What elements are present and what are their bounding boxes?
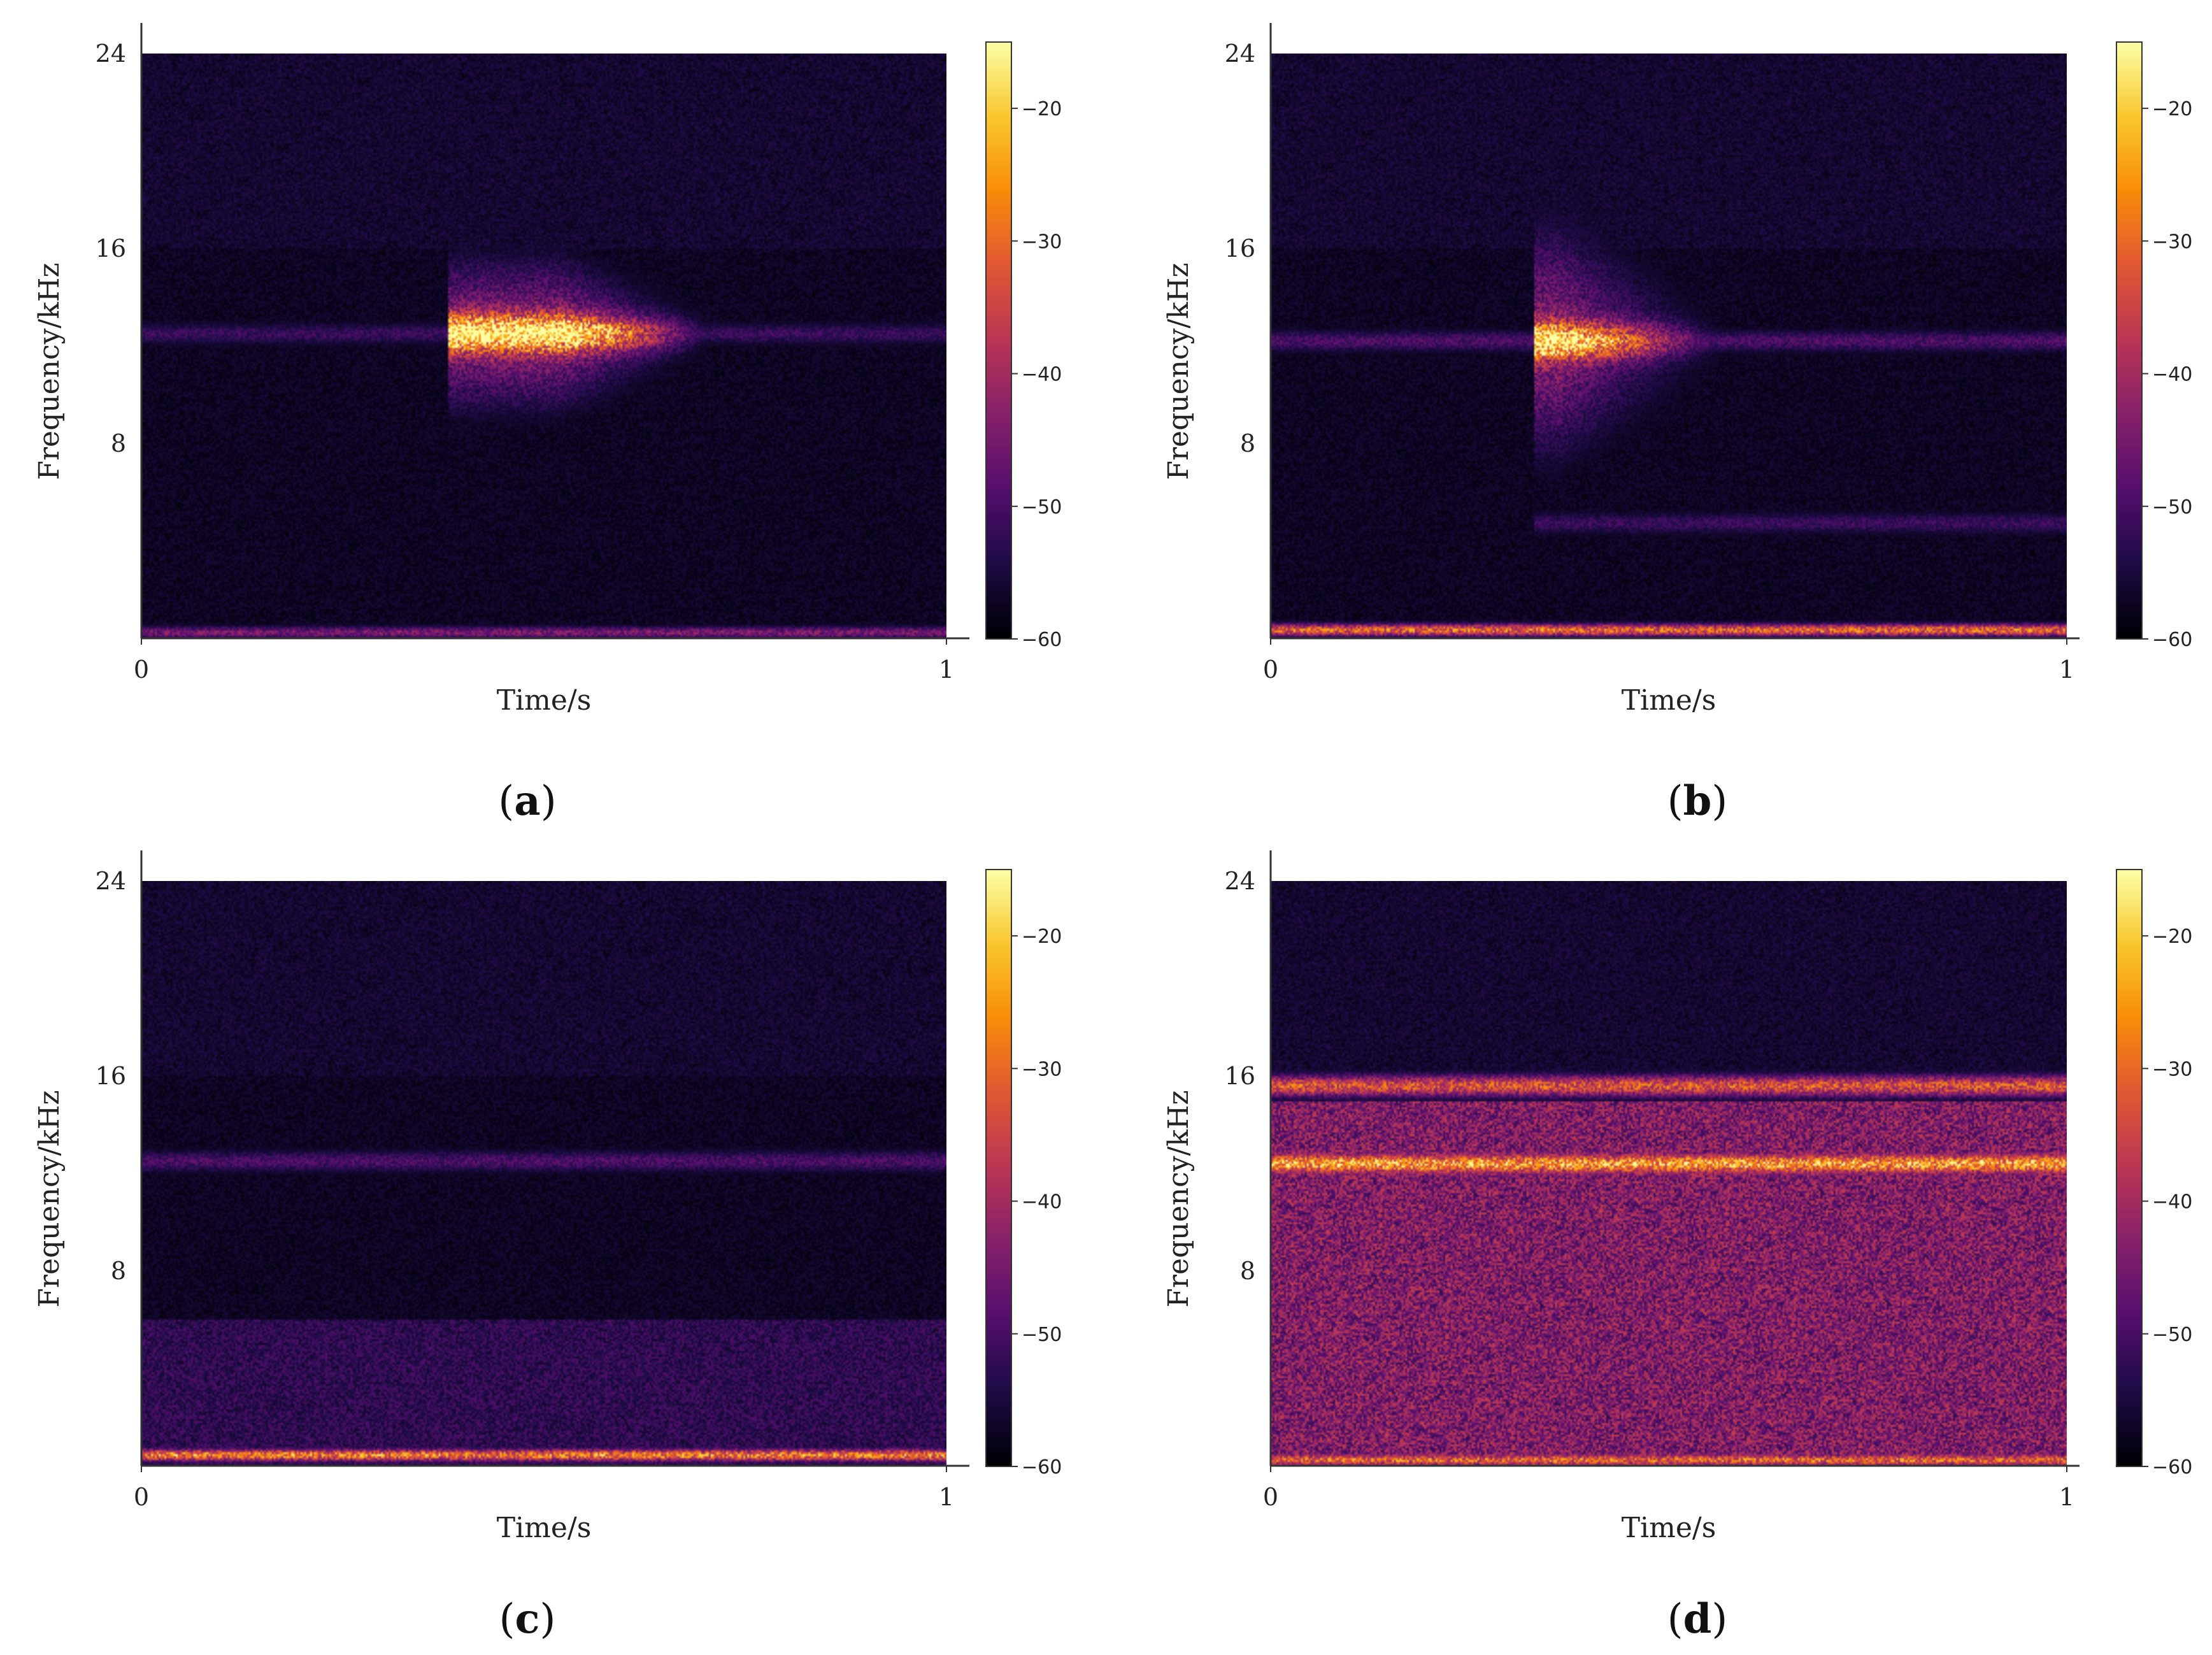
colorbar-tick-label: −20 (1022, 926, 1062, 948)
colorbar-frame (2116, 869, 2143, 1467)
x-axis-label-d: Time/s (1622, 1512, 1716, 1544)
colorbar-frame (2116, 41, 2143, 640)
caption-c: (c) (499, 1595, 556, 1643)
x-axis-label-b: Time/s (1622, 684, 1716, 717)
y-tick-label: 24 (96, 39, 126, 68)
colorbar-tick-label: −20 (2152, 926, 2192, 948)
panel-d: 8 16 24 0 1 −20 −30 −40 −50 −60 Time/s Frequency/… (1106, 828, 2212, 1655)
caption-label-a: a (514, 777, 541, 825)
colorbar-tick-label: −60 (1022, 1456, 1062, 1479)
caption-label-b: b (1683, 777, 1712, 825)
colorbar-tick-label: −40 (1022, 1191, 1062, 1214)
colorbar-tick-label: −30 (2152, 1058, 2192, 1080)
colorbar-image-c (986, 870, 1011, 1466)
y-tick-label: 8 (111, 1257, 126, 1285)
y-tick-label: 16 (1225, 234, 1255, 262)
x-axis-label-c: Time/s (497, 1512, 592, 1544)
y-tick-label: 24 (1225, 867, 1255, 895)
colorbar-tick-label: −50 (1022, 496, 1062, 519)
spectrogram-chart-c: 8 16 24 0 1 −20 −30 −40 −50 −60 Time/s Frequency/… (33, 850, 1062, 1544)
x-tick-label: 1 (2059, 656, 2074, 684)
caption-label-c: c (515, 1595, 540, 1643)
spectrogram-image-a (141, 54, 946, 638)
colorbar-tick-label: −30 (1022, 1058, 1062, 1080)
y-tick-label: 8 (1240, 1257, 1255, 1285)
colorbar-tick-label: −60 (2152, 1456, 2192, 1479)
spectrogram-chart-a: 8 16 24 0 1 −20 −30 −40 −50 −60 Time/s Frequency/… (33, 23, 1062, 717)
colorbar-image-b (2116, 42, 2142, 639)
colorbar-tick-label: −30 (1022, 231, 1062, 253)
y-tick-label: 8 (111, 429, 126, 457)
colorbar-tick-label: −30 (2152, 231, 2192, 253)
panel-c: 8 16 24 0 1 −20 −30 −40 −50 −60 Time/s Frequency/… (0, 828, 1106, 1655)
y-axis-label-c: Frequency/kHz (33, 1090, 66, 1307)
y-tick-label: 8 (1240, 429, 1255, 457)
caption-b: (b) (1667, 777, 1728, 825)
x-axis-label-a: Time/s (497, 684, 592, 717)
y-axis-label-a: Frequency/kHz (33, 262, 66, 480)
colorbar-tick-label: −40 (2152, 1191, 2192, 1214)
y-tick-label: 24 (96, 867, 126, 895)
colorbar-tick-label: −60 (1022, 629, 1062, 651)
y-axis-label-d: Frequency/kHz (1162, 1090, 1195, 1307)
y-tick-label: 16 (1225, 1062, 1255, 1090)
colorbar-tick-label: −50 (2152, 1324, 2192, 1346)
colorbar-tick-label: −40 (1022, 364, 1062, 386)
colorbar-tick-label: −50 (1022, 1324, 1062, 1346)
x-tick-label: 1 (939, 656, 954, 684)
x-tick-label: 1 (2059, 1483, 2074, 1511)
spectrogram-chart-d: 8 16 24 0 1 −20 −30 −40 −50 −60 Time/s Frequency/… (1162, 850, 2192, 1544)
x-tick-label: 1 (939, 1483, 954, 1511)
x-tick-label: 0 (1263, 656, 1278, 684)
colorbar-frame (985, 869, 1012, 1467)
x-tick-label: 0 (134, 1483, 149, 1511)
panel-b: 8 16 24 0 1 −20 −30 −40 −50 −60 Time/s Frequency/… (1106, 0, 2212, 828)
colorbar-tick-label: −20 (2152, 98, 2192, 120)
spectrogram-image-c (141, 881, 946, 1466)
caption-a: (a) (498, 777, 557, 825)
y-tick-label: 24 (1225, 39, 1255, 68)
colorbar-image-a (986, 42, 1011, 639)
colorbar-tick-label: −40 (2152, 364, 2192, 386)
colorbar-image-d (2116, 870, 2142, 1466)
colorbar-tick-label: −20 (1022, 98, 1062, 120)
y-axis-label-b: Frequency/kHz (1162, 262, 1195, 480)
spectrogram-image-b (1271, 54, 2067, 638)
y-tick-label: 16 (96, 234, 126, 262)
panel-a: 8 16 24 0 1 −20 −30 −40 −50 −60 Time/s Frequency/… (0, 0, 1106, 828)
y-tick-label: 16 (96, 1062, 126, 1090)
colorbar-tick-label: −50 (2152, 496, 2192, 519)
caption-d: (d) (1667, 1595, 1728, 1643)
x-tick-label: 0 (134, 656, 149, 684)
spectrogram-image-d (1271, 881, 2067, 1466)
spectrogram-chart-b: 8 16 24 0 1 −20 −30 −40 −50 −60 Time/s Frequency/… (1162, 23, 2192, 717)
colorbar-frame (985, 41, 1012, 640)
caption-label-d: d (1683, 1595, 1712, 1643)
x-tick-label: 0 (1263, 1483, 1278, 1511)
colorbar-tick-label: −60 (2152, 629, 2192, 651)
